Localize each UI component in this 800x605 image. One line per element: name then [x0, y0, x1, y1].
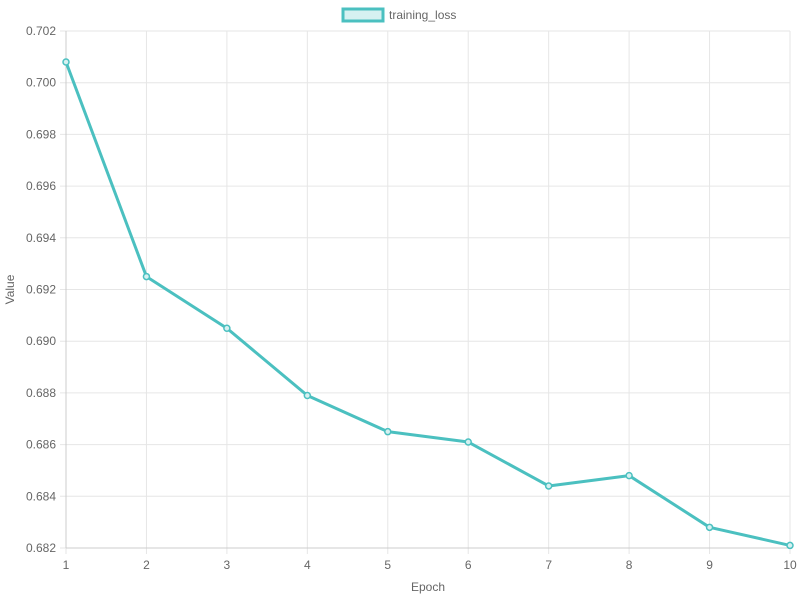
data-point[interactable] [384, 427, 392, 436]
data-point[interactable] [464, 438, 472, 446]
y-tick-label: 0.696 [26, 179, 56, 193]
y-tick-label: 0.686 [26, 438, 56, 452]
data-point[interactable] [625, 471, 633, 480]
data-point[interactable] [705, 523, 714, 532]
y-tick-label: 0.682 [26, 541, 56, 555]
x-tick-label: 7 [545, 558, 552, 572]
y-tick-label: 0.700 [26, 76, 56, 90]
y-tick-label: 0.702 [26, 24, 56, 38]
y-tick-label: 0.684 [26, 489, 56, 503]
y-tick-label: 0.698 [26, 127, 56, 141]
y-axis-title: Value [3, 274, 17, 304]
x-tick-label: 4 [304, 558, 311, 572]
x-tick-label: 10 [783, 558, 797, 572]
x-tick-label: 6 [465, 558, 472, 572]
data-point[interactable] [544, 482, 553, 490]
data-point[interactable] [303, 391, 312, 400]
legend-swatch[interactable] [341, 7, 385, 23]
data-point[interactable] [223, 324, 231, 333]
legend[interactable]: training_loss [341, 7, 456, 23]
x-axis-title: Epoch [411, 580, 445, 594]
y-tick-label: 0.688 [26, 386, 56, 400]
axis-layer: 0.682 0.684 0.686 0.688 0.690 0.692 0.694 0.696… [26, 24, 797, 572]
legend-label[interactable]: training_loss [389, 8, 456, 22]
data-point[interactable] [62, 58, 70, 66]
data-point[interactable] [142, 272, 151, 281]
data-point[interactable] [786, 541, 794, 550]
y-tick-label: 0.692 [26, 283, 56, 297]
x-tick-label: 5 [384, 558, 391, 572]
y-tick-label: 0.694 [26, 231, 56, 245]
y-tick-label: 0.690 [26, 334, 56, 348]
x-tick-label: 2 [143, 558, 150, 572]
x-tick-label: 8 [626, 558, 633, 572]
x-tick-label: 1 [63, 558, 70, 572]
series-layer [62, 58, 794, 550]
x-tick-label: 3 [224, 558, 231, 572]
x-tick-label: 9 [706, 558, 713, 572]
series-line-training-loss [64, 60, 792, 547]
